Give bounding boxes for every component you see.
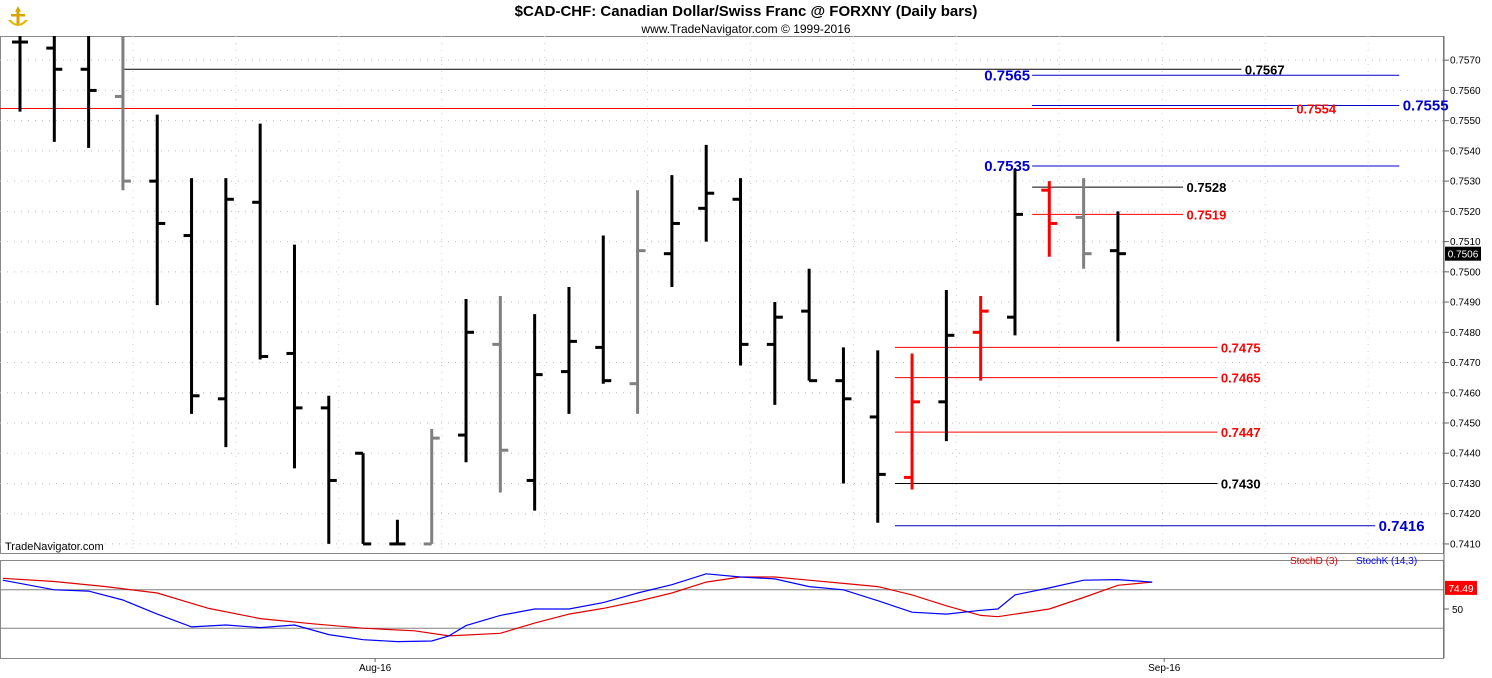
y-tick-label: 0.7490: [1450, 298, 1481, 309]
level-label-0.7447: 0.7447: [1221, 425, 1261, 440]
y-tick-label: 0.7460: [1450, 388, 1481, 399]
ohlc-bar: [595, 235, 612, 384]
level-label-0.7535: 0.7535: [984, 158, 1030, 175]
ohlc-bar: [217, 178, 234, 448]
y-tick-label: 0.7470: [1450, 358, 1481, 369]
y-tick-label: 0.7570: [1450, 56, 1481, 67]
ohlc-bar: [46, 36, 63, 142]
ohlc-bar: [904, 353, 921, 490]
ohlc-bars: [12, 36, 1126, 546]
level-label-0.7555: 0.7555: [1403, 98, 1449, 115]
legend-stoch-d: StochD (3): [1290, 556, 1338, 567]
ohlc-bar: [355, 451, 372, 546]
chart-subtitle: www.TradeNavigator.com © 1999-2016: [641, 22, 851, 36]
y-tick-label: 0.7540: [1450, 146, 1481, 157]
ohlc-bar: [114, 36, 131, 191]
level-label-0.7430: 0.7430: [1221, 476, 1261, 491]
level-label-0.7519: 0.7519: [1187, 207, 1227, 222]
y-tick-label: 0.7480: [1450, 328, 1481, 339]
ohlc-bar: [732, 178, 749, 366]
ohlc-bar: [423, 429, 440, 546]
legend-stoch-k: StochK (14,3): [1356, 556, 1418, 567]
level-label-0.7528: 0.7528: [1187, 180, 1227, 195]
ohlc-bar: [526, 314, 543, 511]
ohlc-bar: [252, 123, 269, 360]
ohlc-bar: [458, 299, 475, 463]
stoch-last-label: 74.49: [1448, 584, 1473, 595]
y-tick-label: 0.7420: [1450, 509, 1481, 520]
ohlc-bar: [1109, 211, 1126, 342]
trade-navigator-logo-icon: [8, 6, 28, 26]
x-tick-label: Sep-16: [1148, 663, 1181, 674]
ohlc-bar: [1041, 181, 1058, 257]
level-label-0.7554: 0.7554: [1296, 102, 1337, 117]
chart-title: $CAD-CHF: Canadian Dollar/Swiss Franc @ …: [514, 3, 978, 20]
ohlc-bar: [286, 244, 303, 469]
last-price-label: 0.7506: [1448, 250, 1479, 261]
last-price-box: [1445, 246, 1481, 261]
ohlc-bar: [801, 268, 818, 383]
ohlc-bar: [492, 296, 509, 493]
y-tick-label: 0.7440: [1450, 449, 1481, 460]
level-label-0.7465: 0.7465: [1221, 371, 1261, 386]
y-tick-label: 0.7510: [1450, 237, 1481, 248]
y-tick-label: 0.7520: [1450, 207, 1481, 218]
ohlc-bar: [972, 296, 989, 381]
stoch-line-stochd: [2, 576, 1153, 637]
ohlc-bar: [149, 114, 166, 306]
y-tick-label: 0.7530: [1450, 177, 1481, 188]
y-tick-label: 0.7410: [1450, 539, 1481, 550]
stoch-tick-label: 50: [1452, 605, 1464, 616]
ohlc-bar: [389, 519, 406, 546]
stoch-panel: [0, 560, 1444, 659]
ohlc-bar: [766, 302, 783, 405]
ohlc-bar: [183, 178, 200, 414]
ohlc-bar: [629, 190, 646, 414]
ohlc-bar: [80, 36, 97, 148]
level-label-0.7475: 0.7475: [1221, 340, 1261, 355]
ohlc-bar: [698, 144, 715, 242]
price-panel: [0, 36, 1444, 554]
y-tick-label: 0.7550: [1450, 116, 1481, 127]
y-tick-label: 0.7430: [1450, 479, 1481, 490]
y-tick-label: 0.7560: [1450, 86, 1481, 97]
ohlc-bar: [938, 289, 955, 442]
watermark: TradeNavigator.com: [5, 541, 104, 553]
ohlc-bar: [663, 175, 680, 287]
y-tick-label: 0.7500: [1450, 267, 1481, 278]
ohlc-bar: [560, 286, 577, 414]
x-tick-label: Aug-16: [359, 663, 392, 674]
stoch-last-box: [1445, 580, 1477, 595]
level-label-0.7565: 0.7565: [984, 67, 1030, 84]
price-grid: [0, 36, 1443, 553]
level-label-0.7416: 0.7416: [1379, 518, 1425, 535]
ohlc-bar: [320, 395, 337, 544]
y-tick-label: 0.7450: [1450, 418, 1481, 429]
ohlc-bar: [835, 347, 852, 484]
ohlc-bar: [1006, 169, 1023, 336]
level-label-0.7567: 0.7567: [1245, 62, 1285, 77]
ohlc-bar: [12, 36, 28, 112]
stoch-line-stochk: [2, 573, 1153, 643]
ohlc-bar: [1075, 178, 1092, 269]
ohlc-bar: [869, 350, 886, 523]
